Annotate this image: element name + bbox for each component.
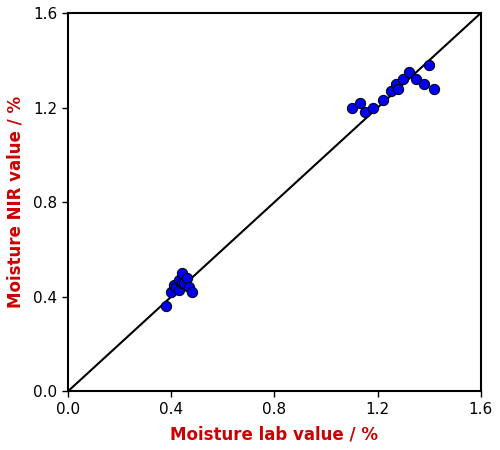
Point [172, 284, 180, 291]
Point [182, 274, 190, 281]
Point [162, 302, 170, 310]
Point [430, 85, 438, 92]
Point [178, 270, 186, 277]
Point [356, 99, 364, 106]
X-axis label: Moisture lab value / %: Moisture lab value / % [170, 425, 378, 443]
Point [404, 68, 412, 76]
Y-axis label: Moisture NIR value / %: Moisture NIR value / % [7, 96, 25, 308]
Point [186, 284, 194, 291]
Point [175, 277, 183, 284]
Point [368, 104, 376, 111]
Point [392, 80, 400, 87]
Point [379, 97, 387, 104]
Point [167, 288, 175, 296]
Point [400, 76, 407, 83]
Point [180, 279, 188, 286]
Point [394, 85, 402, 92]
Point [175, 286, 183, 293]
Point [412, 76, 420, 83]
Point [426, 61, 434, 68]
Point [170, 281, 178, 288]
Point [361, 108, 369, 116]
Point [188, 288, 196, 296]
Point [420, 80, 428, 87]
Point [178, 279, 186, 286]
Point [348, 104, 356, 111]
Point [386, 87, 394, 94]
